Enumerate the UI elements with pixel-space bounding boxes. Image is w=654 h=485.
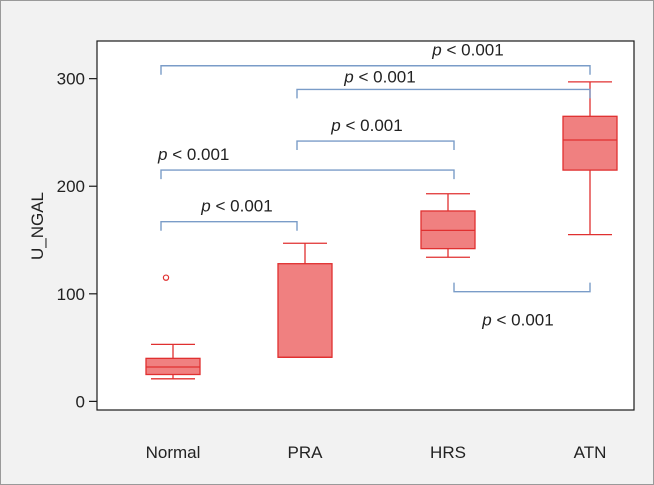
bracket-normal-hrs-line: [160, 169, 455, 180]
bracket-normal-pra: p < 0.001: [160, 197, 298, 231]
box-pra: [277, 242, 333, 358]
x-axis: Normal PRA HRS ATN: [146, 443, 607, 462]
x-tick-label-atn: ATN: [574, 443, 607, 462]
x-tick-label-pra: PRA: [288, 443, 324, 462]
bracket-normal-hrs: p < 0.001: [157, 145, 455, 180]
box-normal: [145, 274, 201, 380]
iqr-box-atn: [562, 115, 618, 171]
bracket-normal-hrs-label: p < 0.001: [157, 145, 229, 164]
bracket-normal-atn-line: [160, 65, 591, 75]
significance-brackets: p < 0.001 p < 0.001 p < 0.001 p < 0.001 p < …: [157, 41, 591, 330]
bracket-pra-hrs-label: p < 0.001: [330, 116, 402, 135]
box-series: [145, 81, 618, 380]
y-tick-label-0: 0: [76, 392, 85, 411]
box-atn: [562, 81, 618, 236]
x-tick-label-hrs: HRS: [430, 443, 466, 462]
bracket-pra-atn-label: p < 0.001: [343, 67, 415, 86]
outlier-normal-0: [162, 274, 170, 281]
bracket-normal-atn: p < 0.001: [160, 41, 591, 75]
bracket-pra-hrs-line: [296, 140, 455, 151]
y-tick-label-100: 100: [57, 285, 85, 304]
bracket-hrs-atn: p < 0.001: [453, 282, 591, 330]
y-axis: 0 100 200 300: [57, 70, 97, 411]
bracket-hrs-atn-label: p < 0.001: [481, 311, 553, 330]
y-axis-label: U_NGAL: [28, 192, 47, 260]
iqr-box-pra: [277, 263, 333, 358]
bracket-pra-atn-line: [296, 88, 591, 99]
box-hrs: [420, 193, 476, 258]
bracket-normal-atn-label: p < 0.001: [431, 41, 503, 60]
y-tick-label-300: 300: [57, 70, 85, 89]
y-tick-label-200: 200: [57, 177, 85, 196]
bracket-pra-hrs: p < 0.001: [296, 116, 455, 151]
plot-area: [96, 40, 635, 411]
bracket-normal-pra-line: [160, 221, 298, 231]
bracket-normal-pra-label: p < 0.001: [200, 197, 272, 216]
x-tick-label-normal: Normal: [146, 443, 201, 462]
bracket-hrs-atn-line: [453, 282, 591, 293]
bracket-pra-atn: p < 0.001: [296, 67, 591, 99]
